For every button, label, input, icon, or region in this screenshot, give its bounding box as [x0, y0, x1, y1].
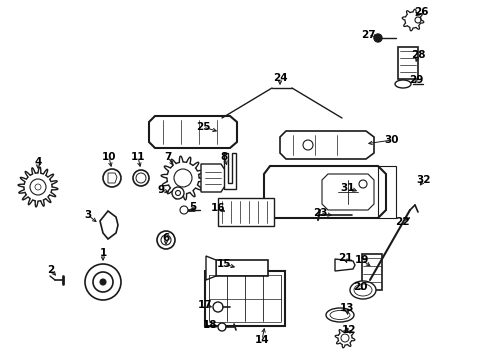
Text: 8: 8 — [220, 152, 227, 162]
Ellipse shape — [349, 281, 375, 299]
Text: 25: 25 — [195, 122, 210, 132]
Circle shape — [133, 170, 149, 186]
Text: 21: 21 — [337, 253, 351, 263]
Circle shape — [340, 334, 348, 342]
Polygon shape — [216, 260, 267, 276]
Text: 15: 15 — [216, 259, 231, 269]
Text: 4: 4 — [34, 157, 41, 167]
Polygon shape — [108, 173, 117, 183]
Polygon shape — [149, 116, 237, 148]
Text: 17: 17 — [197, 300, 212, 310]
Text: 5: 5 — [189, 202, 196, 212]
Text: 22: 22 — [394, 217, 408, 227]
Text: 13: 13 — [339, 303, 353, 313]
Polygon shape — [224, 153, 236, 189]
Text: 23: 23 — [312, 208, 326, 218]
Text: 31: 31 — [340, 183, 354, 193]
Polygon shape — [401, 9, 423, 31]
Polygon shape — [264, 166, 385, 218]
Text: 30: 30 — [384, 135, 398, 145]
Polygon shape — [201, 164, 224, 192]
Circle shape — [218, 323, 225, 331]
Text: 26: 26 — [413, 7, 427, 17]
Ellipse shape — [394, 80, 410, 88]
Circle shape — [157, 231, 175, 249]
Text: 12: 12 — [341, 325, 356, 335]
Polygon shape — [161, 156, 204, 200]
Polygon shape — [205, 256, 216, 280]
Text: 14: 14 — [254, 335, 269, 345]
Text: 32: 32 — [416, 175, 430, 185]
Bar — [204, 271, 285, 326]
Text: 27: 27 — [360, 30, 375, 40]
Circle shape — [373, 34, 381, 42]
Circle shape — [85, 264, 121, 300]
Circle shape — [213, 302, 223, 312]
Text: 9: 9 — [157, 185, 164, 195]
Text: 1: 1 — [99, 248, 106, 258]
Text: 10: 10 — [102, 152, 116, 162]
Polygon shape — [334, 259, 354, 271]
Circle shape — [100, 279, 106, 285]
Polygon shape — [100, 211, 118, 239]
Text: 11: 11 — [130, 152, 145, 162]
Bar — [218, 198, 273, 226]
Circle shape — [103, 169, 121, 187]
Circle shape — [172, 187, 183, 199]
Polygon shape — [280, 131, 373, 159]
Text: 28: 28 — [410, 50, 425, 60]
Circle shape — [174, 169, 192, 187]
Bar — [361, 254, 381, 290]
Circle shape — [30, 179, 46, 195]
Bar — [397, 47, 417, 79]
Text: 7: 7 — [164, 152, 171, 162]
Bar — [377, 166, 395, 218]
Text: 20: 20 — [352, 282, 366, 292]
Ellipse shape — [325, 308, 353, 322]
Text: 18: 18 — [203, 320, 217, 330]
Text: 29: 29 — [408, 75, 422, 85]
Circle shape — [180, 206, 187, 214]
Text: 6: 6 — [162, 233, 169, 243]
Text: 16: 16 — [210, 203, 225, 213]
Text: 2: 2 — [47, 265, 55, 275]
Polygon shape — [18, 167, 58, 207]
Text: 19: 19 — [354, 255, 368, 265]
Polygon shape — [334, 328, 354, 348]
Text: 24: 24 — [272, 73, 287, 83]
Text: 3: 3 — [84, 210, 91, 220]
